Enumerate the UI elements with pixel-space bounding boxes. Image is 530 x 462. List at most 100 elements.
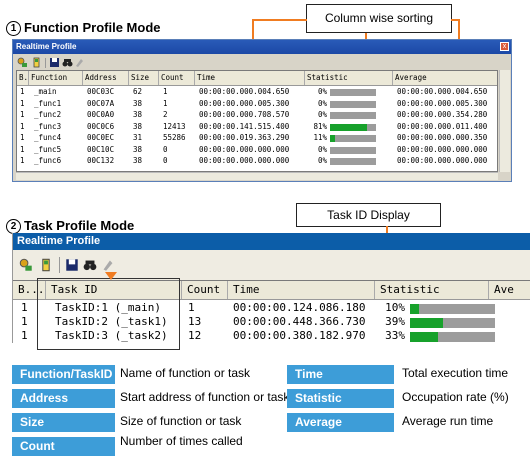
cell-address: 00C07A [87, 98, 115, 108]
cell-b: 1 [20, 110, 25, 119]
cell-count: 1 [163, 98, 168, 108]
column-header-statistic[interactable]: Statistic [305, 71, 393, 85]
save-icon[interactable] [65, 258, 79, 272]
table-row[interactable]: 1 _func5 00C10C 38 0 00:00:00.000.000.000 0% 00… [17, 145, 497, 155]
callout-task-id-display: Task ID Display [296, 203, 441, 227]
cell-function: _func2 [34, 110, 62, 119]
task-table-body: 1 TaskID:1 (_main) 1 00:00:00.124.086.180 10… [13, 301, 530, 344]
statistic-bar-fill [410, 304, 419, 314]
window2-title: Realtime Profile [17, 235, 101, 247]
window1-vertical-scrollbar[interactable] [499, 70, 510, 172]
window1-titlebar: Realtime Profile [13, 40, 511, 54]
cell-time: 00:00:00.448.366.730 [233, 315, 366, 328]
statistic-bar-fill [410, 318, 443, 328]
cell-statistic-label: 33% [385, 329, 405, 342]
column-header-b[interactable]: B.. [17, 71, 29, 85]
column-header-time[interactable]: Time [195, 71, 305, 85]
function-table-body: 1 _main 00C03C 62 1 00:00:00.000.004.650 0% 00:… [17, 87, 497, 171]
cell-size: 38 [133, 98, 143, 108]
window1-toolbar [17, 57, 83, 69]
cell-function: _func5 [34, 144, 62, 154]
cell-average: 00:00:00.000.005.300 [397, 98, 488, 108]
save-icon[interactable] [49, 57, 60, 68]
cell-size: 31 [133, 133, 143, 142]
legend-label-function: Function/TaskID [12, 365, 115, 384]
clear-icon[interactable] [74, 57, 85, 68]
cell-task: TaskID:3 (_task2) [55, 329, 168, 342]
cell-statistic-label: 0% [317, 87, 327, 96]
toggle-icon[interactable] [39, 258, 53, 272]
section1-heading: 1 Function Profile Mode [6, 20, 161, 36]
toggle-icon[interactable] [31, 57, 42, 68]
column-header-count[interactable]: Count [182, 281, 228, 299]
cell-b: 1 [21, 315, 28, 328]
cell-task: TaskID:1 (_main) [55, 301, 161, 314]
cell-average: 00:00:00.000.000.000 [397, 156, 488, 165]
cell-size: 38 [133, 144, 143, 154]
window1-close-button[interactable]: x [500, 42, 509, 51]
cell-average: 00:00:00.000.000.000 [397, 144, 488, 154]
table-row[interactable]: 1 _func2 00C0A0 38 2 00:00:00.000.708.570 0% 00… [17, 110, 497, 120]
legend-desc-function: Name of function or task [120, 366, 251, 380]
cell-b: 1 [20, 133, 25, 142]
legend-label-statistic: Statistic [287, 389, 394, 408]
cell-address: 00C10C [87, 144, 115, 154]
cell-average: 00:00:00.000.000.350 [397, 133, 488, 142]
column-header-function[interactable]: Function [29, 71, 83, 85]
clear-icon[interactable] [101, 258, 115, 272]
column-header-task-id[interactable]: Task ID [46, 281, 182, 299]
cell-count: 1 [188, 301, 195, 314]
table-row[interactable]: 1 _func6 00C132 38 0 00:00:00.000.000.000 0% 00… [17, 156, 497, 166]
cell-function: _func3 [34, 121, 62, 131]
statistic-bar [410, 304, 495, 314]
find-icon[interactable] [83, 258, 97, 272]
column-header-count[interactable]: Count [159, 71, 195, 85]
profile-settings-icon[interactable] [17, 57, 28, 68]
legend-desc-address: Start address of function or task [120, 390, 290, 404]
callout2-line-a [386, 226, 388, 236]
cell-address: 00C03C [87, 87, 115, 96]
cell-time: 00:00:00.380.182.970 [233, 329, 366, 342]
section2-title: Task Profile Mode [24, 218, 135, 233]
callout1-line-left [252, 19, 307, 21]
cell-count: 0 [163, 144, 168, 154]
table-row[interactable]: 1 TaskID:3 (_task2) 12 00:00:00.380.182.970… [13, 329, 530, 343]
legend-desc-count: Number of times called [120, 434, 243, 448]
realtime-profile-window-function: Realtime Profile x B.. Function Address … [12, 39, 512, 182]
column-header-time[interactable]: Time [228, 281, 375, 299]
table-row[interactable]: 1 TaskID:1 (_main) 1 00:00:00.124.086.180 10… [13, 301, 530, 315]
table-row[interactable]: 1 _func3 00C0C6 38 12413 00:00:00.141.515.400… [17, 122, 497, 132]
cell-count: 13 [188, 315, 202, 328]
find-icon[interactable] [62, 57, 73, 68]
cell-address: 00C132 [87, 156, 115, 165]
table-row[interactable]: 1 TaskID:2 (_task1) 13 00:00:00.448.366.730… [13, 315, 530, 329]
cell-statistic-label: 0% [317, 110, 327, 119]
cell-time: 00:00:00.000.708.570 [199, 110, 290, 119]
cell-function: _func1 [34, 98, 62, 108]
legend-desc-average: Average run time [402, 414, 494, 428]
column-header-size[interactable]: Size [129, 71, 159, 85]
table-row[interactable]: 1 _func1 00C07A 38 1 00:00:00.000.005.300 0% 00… [17, 99, 497, 109]
table-row[interactable]: 1 _main 00C03C 62 1 00:00:00.000.004.650 0% 00:… [17, 87, 497, 97]
window1-horizontal-scrollbar[interactable] [16, 172, 498, 180]
section2-heading: 2 Task Profile Mode [6, 218, 134, 234]
cell-b: 1 [20, 98, 25, 108]
cell-count: 12 [188, 329, 202, 342]
column-header-address[interactable]: Address [83, 71, 129, 85]
column-header-statistic[interactable]: Statistic [375, 281, 489, 299]
cell-statistic-label: 0% [317, 156, 327, 165]
profile-settings-icon[interactable] [19, 258, 33, 272]
cell-count: 12413 [163, 121, 186, 131]
cell-b: 1 [20, 121, 25, 131]
cell-count: 55286 [163, 133, 186, 142]
column-header-average[interactable]: Average [393, 71, 497, 85]
column-header-average[interactable]: Ave [494, 283, 514, 296]
table-row[interactable]: 1 _func4 00C0EC 31 55286 00:00:00.019.363.290… [17, 133, 497, 143]
section1-number: 1 [6, 21, 21, 36]
cell-function: _main [34, 87, 57, 96]
toolbar-separator [59, 257, 60, 273]
cell-statistic-label: 10% [385, 301, 405, 314]
statistic-bar-fill [330, 123, 367, 131]
section1-title: Function Profile Mode [24, 20, 161, 35]
